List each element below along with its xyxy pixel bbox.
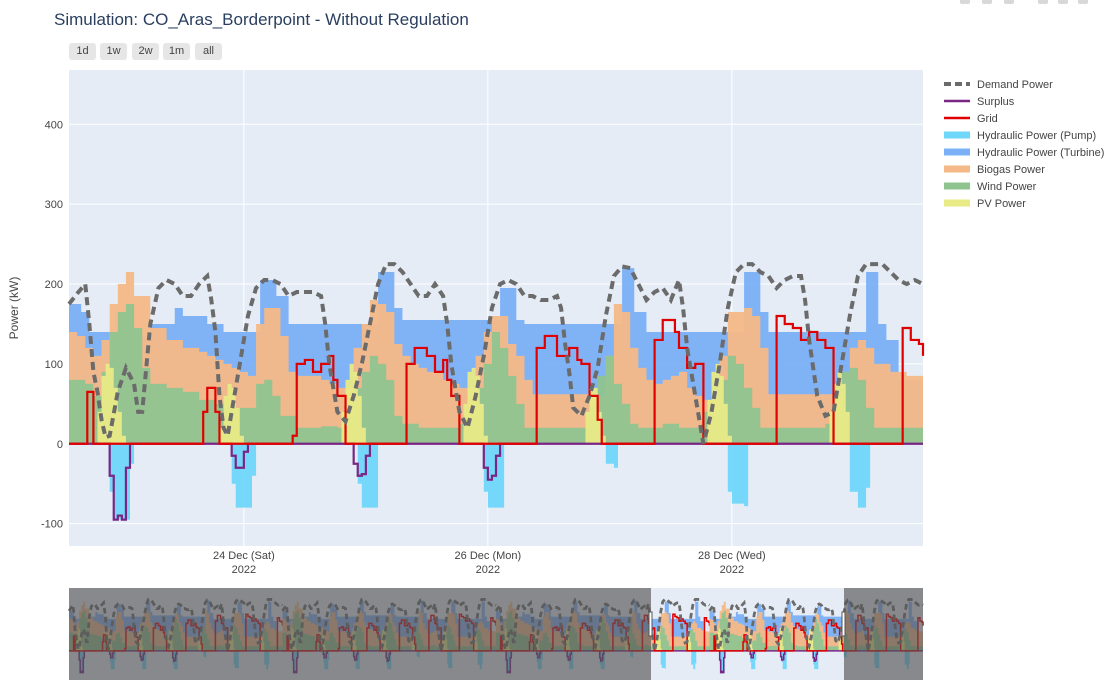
zoom-in-icon[interactable]	[1038, 0, 1048, 4]
legend-item[interactable]: PV Power	[944, 198, 1026, 210]
legend-label: Hydraulic Power (Pump)	[977, 130, 1096, 142]
range-button-1m[interactable]: 1m	[163, 43, 190, 60]
chart-title: Simulation: CO_Aras_Borderpoint - Withou…	[54, 10, 469, 29]
legend[interactable]: Demand Power Surplus Grid Hydraulic Power (…	[944, 79, 1104, 210]
y-tick-label: 100	[45, 359, 63, 371]
legend-label: Grid	[977, 113, 998, 125]
zoom-icon[interactable]	[982, 0, 992, 4]
x-tick-label: 28 Dec (Wed)	[698, 550, 766, 562]
x-tick-label: 24 Dec (Sat)	[213, 550, 275, 562]
series-demand-power-line	[67, 262, 924, 445]
series-wind-power-area	[69, 304, 923, 444]
home-icon[interactable]	[1078, 0, 1088, 4]
legend-item[interactable]: Hydraulic Power (Turbine)	[944, 147, 1104, 159]
x-tick-year: 2022	[476, 564, 500, 576]
legend-item[interactable]: Wind Power	[944, 181, 1037, 193]
range-slider[interactable]	[67, 588, 924, 680]
mini-wind-power-area	[709, 610, 923, 651]
series-hydraulic-power-pump-area	[69, 443, 923, 520]
legend-label: Surplus	[977, 96, 1015, 108]
range-slider-handle-left[interactable]	[648, 611, 653, 637]
legend-item[interactable]: Demand Power	[944, 79, 1053, 91]
legend-label: Wind Power	[977, 181, 1037, 193]
legend-swatch	[944, 131, 970, 139]
legend-item[interactable]: Hydraulic Power (Pump)	[944, 130, 1096, 142]
legend-label: PV Power	[977, 198, 1026, 210]
legend-label: Demand Power	[977, 79, 1053, 91]
legend-swatch	[944, 182, 970, 190]
legend-swatch	[944, 199, 970, 207]
range-button-all[interactable]: all	[195, 43, 222, 60]
range-slider-handle-right[interactable]	[841, 611, 846, 637]
y-tick-label: 400	[45, 119, 63, 131]
range-slider-mask-left	[69, 588, 651, 680]
legend-item[interactable]: Surplus	[944, 96, 1015, 108]
range-slider-mask-right	[844, 588, 923, 680]
x-tick-year: 2022	[232, 564, 256, 576]
legend-swatch	[944, 165, 970, 173]
y-tick-label: 300	[45, 199, 63, 211]
y-tick-label: -100	[41, 519, 63, 531]
mini-hydraulic-power-pump-area	[709, 650, 923, 673]
legend-item[interactable]: Grid	[944, 113, 998, 125]
range-button-2w[interactable]: 2w	[132, 43, 159, 60]
range-button-1d[interactable]: 1d	[69, 43, 96, 60]
x-tick-label: 26 Dec (Mon)	[455, 550, 522, 562]
legend-item[interactable]: Biogas Power	[944, 164, 1045, 176]
range-button-1w[interactable]: 1w	[100, 43, 127, 60]
camera-icon[interactable]	[960, 0, 970, 4]
legend-label: Hydraulic Power (Turbine)	[977, 147, 1104, 159]
axis-layer: -100 0 100 200 300 400 24 Dec (Sat) 2022 26 Dec …	[41, 119, 766, 576]
pan-icon[interactable]	[1004, 0, 1014, 4]
series-layer	[67, 262, 925, 521]
y-tick-label: 200	[45, 279, 63, 291]
x-tick-year: 2022	[720, 564, 744, 576]
legend-label: Biogas Power	[977, 164, 1045, 176]
zoom-out-icon[interactable]	[1058, 0, 1068, 4]
legend-swatch	[944, 148, 970, 156]
series-grid-line	[69, 314, 925, 445]
y-axis-label: Power (kW)	[7, 277, 21, 340]
y-tick-label: 0	[57, 439, 63, 451]
